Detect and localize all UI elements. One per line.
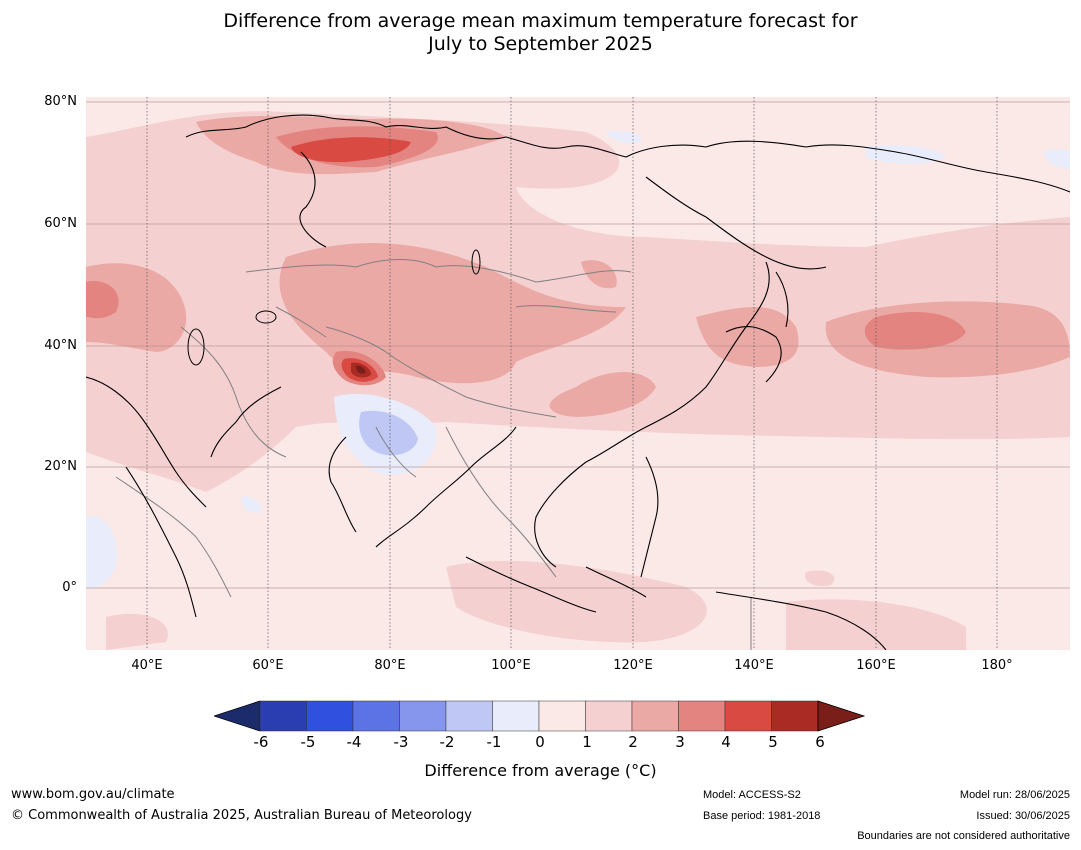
latitude-label-80n: 80°N bbox=[44, 94, 77, 109]
colorbar-label-minus-3: -3 bbox=[393, 733, 409, 751]
colorbar-swatch bbox=[445, 700, 493, 732]
anomaly-1-to-2-regions bbox=[86, 111, 1070, 650]
colorbar-swatch bbox=[306, 700, 354, 732]
colorbar-swatch bbox=[585, 700, 633, 732]
colorbar-extension-low bbox=[214, 700, 261, 732]
longitude-label-180: 180° bbox=[981, 658, 1013, 673]
colorbar-label-minus-5: -5 bbox=[300, 733, 316, 751]
latitude-label-60n: 60°N bbox=[44, 216, 77, 231]
colorbar-swatch bbox=[771, 700, 819, 732]
website-link[interactable]: www.bom.gov.au/climate bbox=[11, 787, 175, 802]
model-run-text: Model run: 28/06/2025 bbox=[959, 789, 1070, 801]
colorbar-label-minus-1: -1 bbox=[486, 733, 502, 751]
longitude-label-80e: 80°E bbox=[374, 658, 406, 673]
longitude-label-120e: 120°E bbox=[613, 658, 653, 673]
boundaries-note: Boundaries are not considered authoritat… bbox=[857, 830, 1070, 842]
colorbar-label-4: 4 bbox=[721, 733, 731, 751]
coastlines bbox=[86, 114, 1070, 650]
copyright-text: © Commonwealth of Australia 2025, Austra… bbox=[11, 808, 472, 823]
country-boundaries bbox=[115, 259, 752, 650]
longitude-label-60e: 60°E bbox=[252, 658, 284, 673]
latitude-label-20n: 20°N bbox=[44, 459, 77, 474]
colorbar-swatch bbox=[492, 700, 540, 732]
longitude-label-100e: 100°E bbox=[491, 658, 531, 673]
forecast-map bbox=[86, 97, 1070, 650]
colorbar-label-minus-2: -2 bbox=[439, 733, 455, 751]
longitude-label-160e: 160°E bbox=[856, 658, 896, 673]
map-title-line-2: July to September 2025 bbox=[428, 33, 653, 55]
longitude-gridlines bbox=[146, 97, 998, 650]
colorbar-label-minus-6: -6 bbox=[253, 733, 269, 751]
anomaly-above-6-region bbox=[356, 365, 366, 374]
longitude-label-140e: 140°E bbox=[734, 658, 774, 673]
colorbar-label-0: 0 bbox=[535, 733, 545, 751]
latitude-label-40n: 40°N bbox=[44, 338, 77, 353]
colorbar-label-3: 3 bbox=[675, 733, 685, 751]
model-text: Model: ACCESS-S2 bbox=[703, 789, 801, 801]
colorbar-title: Difference from average (°C) bbox=[424, 761, 657, 780]
map-title-line-1: Difference from average mean maximum tem… bbox=[223, 10, 858, 32]
latitude-label-0: 0° bbox=[62, 580, 77, 595]
colorbar-label-2: 2 bbox=[628, 733, 638, 751]
longitude-label-40e: 40°E bbox=[131, 658, 163, 673]
colorbar-swatch bbox=[678, 700, 726, 732]
base-period-text: Base period: 1981-2018 bbox=[703, 810, 821, 822]
colorbar-label-6: 6 bbox=[815, 733, 825, 751]
colorbar-label-1: 1 bbox=[582, 733, 592, 751]
colorbar-swatch bbox=[724, 700, 772, 732]
colorbar-label-5: 5 bbox=[768, 733, 778, 751]
colorbar-label-minus-4: -4 bbox=[346, 733, 362, 751]
lakes bbox=[187, 249, 481, 366]
colorbar-swatch bbox=[631, 700, 679, 732]
colorbar-swatch bbox=[399, 700, 447, 732]
colorbar-extension-high bbox=[817, 700, 866, 732]
colorbar-swatch bbox=[538, 700, 586, 732]
anomaly-minus-2-to-minus-1-region bbox=[359, 410, 418, 456]
issued-text: Issued: 30/06/2025 bbox=[976, 810, 1070, 822]
colorbar-swatch bbox=[352, 700, 400, 732]
latitude-gridlines bbox=[86, 101, 1070, 589]
colorbar bbox=[214, 700, 866, 732]
colorbar-swatch bbox=[259, 700, 307, 732]
